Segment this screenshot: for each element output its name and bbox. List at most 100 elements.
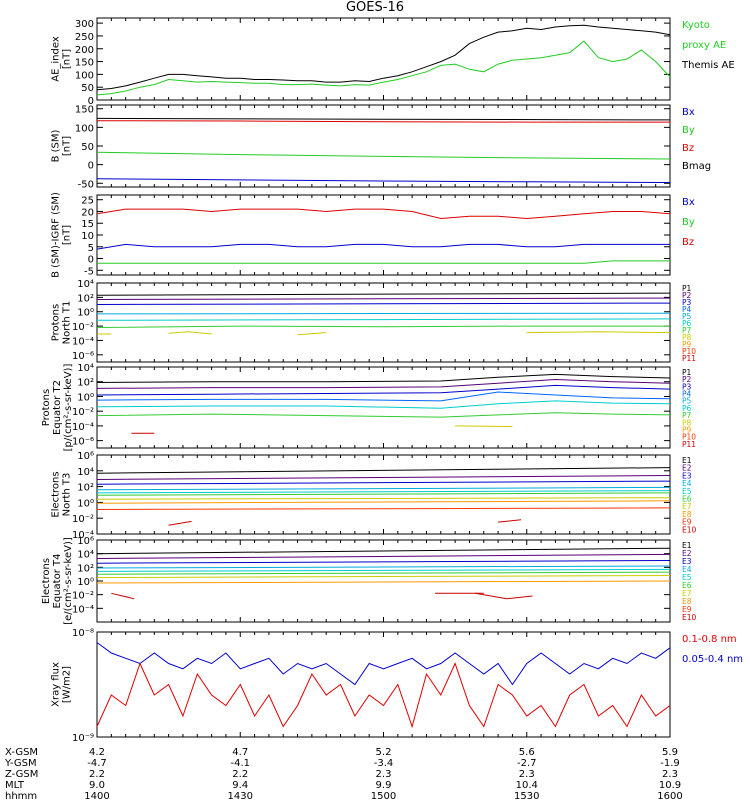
time-axis-value: 5.9 — [662, 747, 678, 758]
y-tick-label-db: 15 — [81, 219, 94, 230]
y-axis-label-en: North T3 — [62, 473, 73, 517]
y-tick-label-db: 20 — [81, 207, 94, 218]
y-tick-label-ee: 10⁻⁴ — [72, 604, 94, 615]
time-axis-value: 1600 — [657, 791, 682, 800]
legend-label-ae: Themis AE — [681, 60, 735, 71]
time-axis-value: -4.7 — [87, 758, 107, 769]
legend-label-ee: E6 — [682, 581, 692, 590]
legend-label-en: E8 — [682, 510, 692, 519]
series-line-db-bx — [96, 243, 670, 250]
y-axis-label-ee: Equator T4 — [52, 554, 63, 609]
y-axis-label-b: B (SM) — [51, 129, 62, 162]
y-tick-label-ee: 10² — [77, 563, 94, 574]
series-line-ee-e8 — [96, 580, 671, 584]
y-tick-label-ee: 10⁶ — [77, 536, 94, 547]
legend-label-pn: P4 — [682, 305, 692, 314]
time-axis-value: 5.6 — [519, 747, 535, 758]
time-axis-value: 2.3 — [662, 769, 678, 780]
time-axis-value: 1430 — [228, 791, 253, 800]
time-axis-value: 10.9 — [659, 780, 681, 791]
time-axis-value: -1.9 — [660, 758, 680, 769]
time-axis-value: 4.7 — [232, 747, 248, 758]
panel-frame-b — [96, 104, 671, 188]
legend-label-pe: P10 — [682, 433, 696, 442]
series-line-db-bz — [96, 208, 671, 220]
legend-label-en: E9 — [682, 518, 692, 527]
y-axis-label-pn: North T1 — [62, 301, 73, 345]
y-tick-label-en: 10⁴ — [77, 467, 94, 478]
y-tick-label-ae: 150 — [75, 58, 94, 69]
time-row-label: hhmm — [5, 791, 37, 800]
panel-frame-ae — [96, 17, 671, 101]
time-axis-value: 9.0 — [89, 780, 105, 791]
time-axis-value: 1400 — [84, 791, 109, 800]
y-tick-label-pe: 10⁻⁴ — [72, 422, 94, 433]
y-tick-label-pn: 10⁰ — [77, 308, 94, 319]
y-tick-label-en: 10⁶ — [77, 451, 94, 462]
y-tick-label-pe: 10² — [77, 378, 94, 389]
series-line-pn-p8b — [297, 332, 327, 336]
y-tick-label-en: 10⁻⁴ — [72, 530, 94, 541]
series-line-b-bx — [96, 178, 671, 183]
legend-label-ee: E3 — [682, 557, 692, 566]
y-axis-label-pe: Protons — [41, 389, 52, 426]
legend-label-pe: P5 — [682, 397, 692, 406]
y-tick-label-pe: 10⁻⁶ — [72, 437, 94, 448]
legend-label-pn: P2 — [682, 291, 692, 300]
y-tick-label-pn: 10⁻² — [72, 322, 94, 333]
series-line-ee-e5 — [96, 568, 671, 572]
legend-label-en: E10 — [682, 525, 697, 534]
legend-label-pe: P1 — [682, 368, 692, 377]
time-axis-value: -4.1 — [230, 758, 250, 769]
y-axis-label-pe: Equator T2 — [52, 380, 63, 435]
time-axis-value: 2.2 — [232, 769, 248, 780]
y-axis-label-pn: Protons — [51, 304, 62, 341]
series-line-ee-e10c — [475, 592, 533, 600]
series-line-pn-p1 — [96, 292, 671, 296]
legend-label-ee: E4 — [682, 565, 692, 574]
series-line-en-e1 — [96, 467, 671, 474]
y-tick-label-db: 0 — [88, 255, 94, 266]
legend-label-en: E3 — [682, 471, 692, 480]
series-line-xray-0.05-0.4-nm — [96, 642, 671, 686]
series-line-en-e6 — [96, 492, 671, 496]
series-line-pn-p2 — [96, 297, 671, 300]
series-line-en-e7 — [96, 497, 671, 500]
series-line-pn-p4 — [96, 312, 671, 315]
legend-label-b: By — [682, 125, 695, 136]
series-line-pe-p8a — [455, 425, 513, 428]
y-tick-label-pn: 10² — [77, 293, 94, 304]
legend-label-pn: P10 — [682, 347, 696, 356]
series-line-en-e9 — [96, 507, 671, 510]
legend-label-ee: E2 — [682, 549, 692, 558]
series-line-ee-e7 — [96, 575, 671, 579]
legend-label-b: Bmag — [682, 161, 711, 172]
legend-label-pn: P11 — [682, 354, 696, 363]
y-tick-label-ae: 0 — [88, 96, 94, 107]
y-tick-label-ae: 100 — [75, 70, 94, 81]
time-axis-value: 2.3 — [519, 769, 535, 780]
legend-label-xray: 0.1-0.8 nm — [682, 634, 737, 645]
legend-label-ee: E10 — [682, 613, 697, 622]
legend-label-pe: P6 — [682, 404, 692, 413]
y-tick-label-pn: 10⁻⁴ — [72, 336, 94, 347]
y-tick-label-en: 10⁻² — [72, 514, 94, 525]
series-line-pe-p2 — [96, 378, 671, 389]
y-axis-label-ae: [nT] — [62, 49, 73, 69]
legend-label-pn: P6 — [682, 319, 692, 328]
y-tick-label-b: 50 — [81, 142, 94, 153]
time-row-label: Z-GSM — [5, 769, 38, 780]
series-line-en-e10b — [498, 519, 522, 523]
legend-label-db: By — [682, 217, 695, 228]
series-line-xray-0.1-0.8-nm — [96, 662, 671, 729]
legend-label-en: E2 — [682, 464, 692, 473]
time-axis-value: 10.4 — [516, 780, 538, 791]
y-tick-label-db: 5 — [88, 243, 94, 254]
series-line-ee-e4 — [96, 565, 671, 569]
y-axis-label-en: Electrons — [51, 471, 62, 517]
y-axis-label-pe: [p/(cm²-s-sr-keV)] — [63, 364, 74, 452]
series-line-en-e5 — [96, 490, 671, 494]
y-tick-label-pn: 10⁻⁶ — [72, 351, 94, 362]
legend-label-pe: P3 — [682, 382, 692, 391]
series-line-en-e8 — [96, 500, 671, 504]
